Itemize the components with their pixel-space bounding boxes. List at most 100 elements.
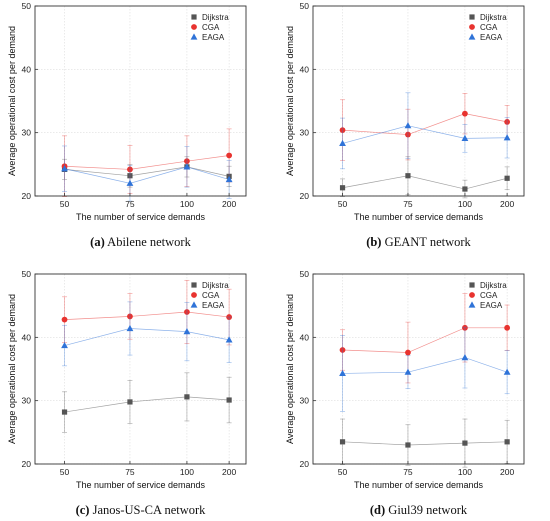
series-line: [342, 125, 508, 144]
x-tick-label: 75: [125, 199, 135, 209]
data-point: [462, 110, 468, 117]
y-tick-label: 20: [300, 459, 310, 469]
y-axis-title: Average operational cost per demand: [285, 294, 295, 444]
x-tick-label: 200: [222, 199, 236, 209]
y-tick-label: 30: [22, 396, 32, 406]
data-point: [183, 328, 191, 335]
x-axis-title: The number of service demands: [76, 480, 206, 490]
chart-panel-1: 20 30 40 50 50 75 100 200 The number of service …: [7, 1, 247, 249]
data-point: [339, 439, 346, 445]
legend-label: EAGA: [202, 33, 225, 42]
data-point: [462, 440, 468, 446]
x-tick-label: 200: [500, 199, 514, 209]
data-point: [405, 349, 411, 356]
data-point: [462, 186, 468, 192]
y-tick-label: 40: [300, 64, 310, 74]
y-axis-title: Average operational cost per demand: [285, 26, 295, 176]
x-tick-label: 200: [222, 467, 236, 477]
x-tick-label: 75: [125, 467, 135, 477]
series-line: [342, 327, 508, 353]
legend-marker: [191, 14, 197, 20]
caption-text: Giul39 network: [385, 503, 468, 517]
legend-marker: [468, 33, 476, 40]
caption-text: Janos-US-CA network: [89, 503, 206, 517]
data-point: [339, 139, 346, 147]
data-point: [127, 399, 133, 405]
legend-marker: [469, 14, 475, 20]
x-tick-label: 50: [60, 199, 70, 209]
caption-letter: (d): [370, 503, 385, 517]
data-point: [461, 134, 469, 141]
series-eaga: [61, 145, 233, 202]
data-point: [126, 179, 134, 186]
y-tick-label: 50: [22, 1, 32, 11]
plot-frame: [34, 273, 247, 465]
y-tick-label: 30: [300, 396, 310, 406]
data-point: [504, 439, 510, 445]
data-point: [184, 309, 190, 315]
x-tick-label: 50: [338, 199, 348, 209]
x-tick-label: 100: [180, 467, 194, 477]
data-point: [339, 347, 346, 353]
legend-label: Dijkstra: [480, 13, 507, 22]
y-tick-label: 50: [300, 269, 310, 279]
series-line: [64, 155, 230, 170]
y-tick-label: 30: [22, 128, 32, 138]
x-tick-label: 50: [338, 467, 348, 477]
series-dijkstra: [339, 418, 510, 468]
legend-marker: [190, 33, 198, 40]
data-point: [405, 442, 411, 448]
data-point: [226, 152, 233, 159]
series-cga: [339, 93, 511, 161]
y-axis-title: Average operational cost per demand: [7, 294, 17, 444]
caption-letter: (a): [90, 235, 105, 249]
x-tick-label: 200: [500, 467, 514, 477]
x-tick-label: 100: [180, 199, 194, 209]
legend-label: CGA: [202, 23, 220, 32]
legend-label: CGA: [202, 291, 220, 300]
plot-area: [313, 274, 524, 464]
y-tick-label: 30: [300, 128, 310, 138]
data-point: [405, 131, 411, 138]
panel-caption: (a) Abilene network: [90, 235, 191, 249]
series-line: [342, 357, 508, 374]
data-point: [184, 158, 190, 165]
data-point: [61, 341, 68, 349]
data-point: [405, 173, 411, 179]
legend-label: Dijkstra: [202, 13, 229, 22]
series-line: [64, 328, 230, 346]
data-point: [504, 175, 510, 181]
data-point: [127, 166, 133, 173]
data-point: [225, 336, 233, 343]
data-point: [504, 324, 511, 331]
series-line: [64, 311, 230, 320]
caption-letter: (b): [366, 235, 381, 249]
plot-frame: [312, 273, 525, 465]
panel-caption: (c) Janos-US-CA network: [76, 503, 207, 517]
caption-letter: (c): [76, 503, 90, 517]
chart-panel-2: 20 30 40 50 50 75 100 200 The number of service …: [285, 1, 525, 249]
data-point: [127, 173, 133, 179]
series-line: [64, 166, 230, 177]
y-tick-label: 40: [300, 332, 310, 342]
data-point: [61, 165, 68, 172]
data-point: [339, 369, 346, 377]
legend-marker: [191, 24, 197, 30]
data-point: [61, 409, 68, 415]
x-tick-label: 100: [458, 467, 472, 477]
legend-label: Dijkstra: [480, 281, 507, 290]
plot-area: [313, 6, 524, 196]
y-tick-label: 20: [22, 459, 32, 469]
series-cga: [339, 293, 511, 384]
legend-label: EAGA: [480, 33, 503, 42]
series-line: [64, 166, 230, 184]
series-eaga: [61, 301, 233, 367]
x-axis-title: The number of service demands: [76, 212, 206, 222]
x-tick-label: 75: [403, 467, 413, 477]
data-point: [504, 119, 511, 125]
plot-frame: [34, 5, 247, 197]
